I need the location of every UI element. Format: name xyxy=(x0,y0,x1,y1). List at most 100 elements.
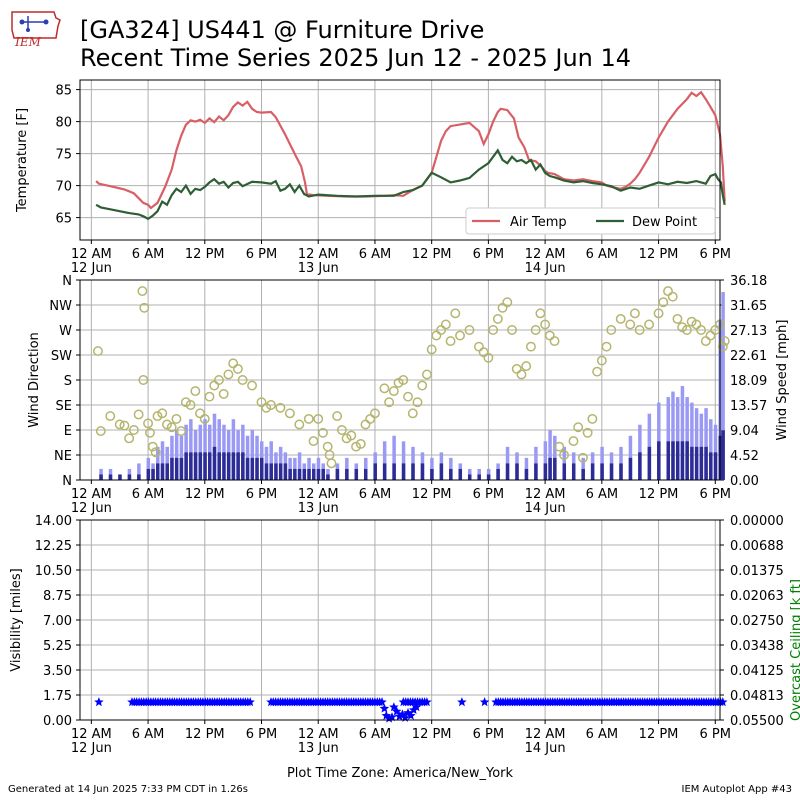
x-tick-label: 12 PM xyxy=(412,247,452,262)
y2-tick-label: 9.04 xyxy=(730,424,759,439)
wind-gust-bar xyxy=(671,391,675,480)
wind-speed-bar xyxy=(146,468,151,480)
wind-speed-bar xyxy=(548,457,552,480)
wind-gust-bar xyxy=(666,397,671,480)
wind-speed-bar xyxy=(420,463,425,480)
wind-speed-bar xyxy=(562,463,567,480)
y2-tick-label: 4.52 xyxy=(730,449,759,464)
y-tick-label: 10.50 xyxy=(35,564,72,579)
wind-direction-point xyxy=(653,308,664,319)
wind-gust-bar xyxy=(694,408,699,480)
x-tick-date: 12 Jun xyxy=(71,501,112,516)
wind-direction-point xyxy=(577,452,588,463)
wind-direction-point xyxy=(365,413,376,424)
wind-speed-bar xyxy=(283,463,288,480)
wind-direction-point xyxy=(355,438,366,449)
wind-direction-point xyxy=(190,386,201,397)
visibility-point xyxy=(400,712,410,722)
wind-speed-bar xyxy=(657,441,661,480)
y-tick-label: 7.00 xyxy=(43,614,72,629)
y-tick-label: 14.00 xyxy=(35,514,72,529)
wind-direction-point xyxy=(403,391,413,402)
wind-speed-bar xyxy=(458,468,463,480)
wind-direction-point xyxy=(128,425,139,435)
wind-direction-point xyxy=(535,308,546,319)
wind-direction-point xyxy=(511,363,522,374)
wind-speed-bar xyxy=(193,452,198,480)
wind-direction-point xyxy=(232,363,243,374)
wind-direction-point xyxy=(326,458,337,469)
wind-direction-point xyxy=(137,286,148,297)
wind-gust-bar xyxy=(690,402,694,480)
y-tick-label: W xyxy=(59,324,72,339)
x-tick-date: 12 Jun xyxy=(71,741,112,756)
x-tick-label: 12 AM xyxy=(298,727,339,742)
wind-direction-point xyxy=(601,341,612,352)
wind-speed-bar xyxy=(335,468,340,480)
visibility-point xyxy=(245,697,255,707)
wind-direction-point xyxy=(507,325,517,335)
wind-gust-bar xyxy=(704,408,708,480)
wind-direction-point xyxy=(171,413,182,424)
x-tick-label: 6 AM xyxy=(586,727,619,742)
wind-speed-bar xyxy=(118,474,122,480)
wind-direction-point xyxy=(516,369,527,380)
wind-direction-point xyxy=(544,330,555,341)
wind-direction-point xyxy=(157,408,168,419)
wind-speed-bar xyxy=(439,463,444,480)
wind-direction-point xyxy=(625,319,636,330)
plot-frame xyxy=(79,79,721,241)
wind-direction-point xyxy=(303,413,314,424)
wind-speed-bar xyxy=(170,457,174,480)
wind-speed-bar xyxy=(430,468,434,480)
x-tick-label: 6 PM xyxy=(473,727,504,742)
wind-gust-bar xyxy=(401,441,406,480)
y-tick-label: SW xyxy=(51,349,72,364)
wind-direction-point xyxy=(143,418,154,429)
wind-direction-point xyxy=(592,366,603,377)
wind-direction-point xyxy=(681,325,692,335)
x-tick-label: 12 AM xyxy=(298,247,339,262)
wind-direction-point xyxy=(658,297,669,308)
wind-speed-bar xyxy=(226,452,231,480)
y-tick-label: 70 xyxy=(55,180,72,195)
wind-direction-point xyxy=(492,313,503,324)
wind-speed-bar xyxy=(449,468,453,480)
wind-gust-bar xyxy=(217,419,221,480)
wind-direction-point xyxy=(199,413,210,424)
y-tick-label: 65 xyxy=(55,212,72,227)
wind-direction-point xyxy=(379,383,390,394)
wind-speed-bar xyxy=(671,441,675,480)
wind-direction-point xyxy=(346,430,357,441)
y2-tick-label: 0.00000 xyxy=(730,514,784,529)
wind-direction-point xyxy=(634,325,645,335)
wind-gust-bar xyxy=(382,441,387,480)
y-axis-label: Visibility [miles] xyxy=(9,568,24,671)
wind-speed-bar xyxy=(690,446,694,480)
y-tick-label: 85 xyxy=(55,84,72,99)
y2-tick-label: 0.00688 xyxy=(730,539,784,554)
wind-direction-point xyxy=(549,336,560,347)
wind-direction-point xyxy=(93,346,103,357)
wind-direction-point xyxy=(431,330,442,341)
wind-speed-bar xyxy=(694,446,699,480)
wind-speed-bar xyxy=(208,452,212,480)
x-tick-label: 6 PM xyxy=(246,247,277,262)
wind-direction-point xyxy=(139,302,150,313)
y-tick-label: 8.75 xyxy=(43,589,72,604)
wind-direction-point xyxy=(530,325,541,335)
wind-speed-bar xyxy=(264,463,269,480)
wind-speed-bar xyxy=(534,463,538,480)
x-tick-label: 12 AM xyxy=(525,247,566,262)
x-tick-label: 6 AM xyxy=(359,247,392,262)
wind-direction-point xyxy=(455,330,465,341)
wind-direction-point xyxy=(247,380,258,391)
y-tick-label: 1.75 xyxy=(43,689,72,704)
wind-speed-bar xyxy=(198,452,203,480)
wind-direction-point xyxy=(388,386,399,397)
y2-axis-label: Overcast Ceiling [k ft] xyxy=(789,579,800,721)
visibility-point xyxy=(403,707,413,717)
visibility-point xyxy=(406,710,416,720)
wind-speed-bar xyxy=(685,441,689,480)
